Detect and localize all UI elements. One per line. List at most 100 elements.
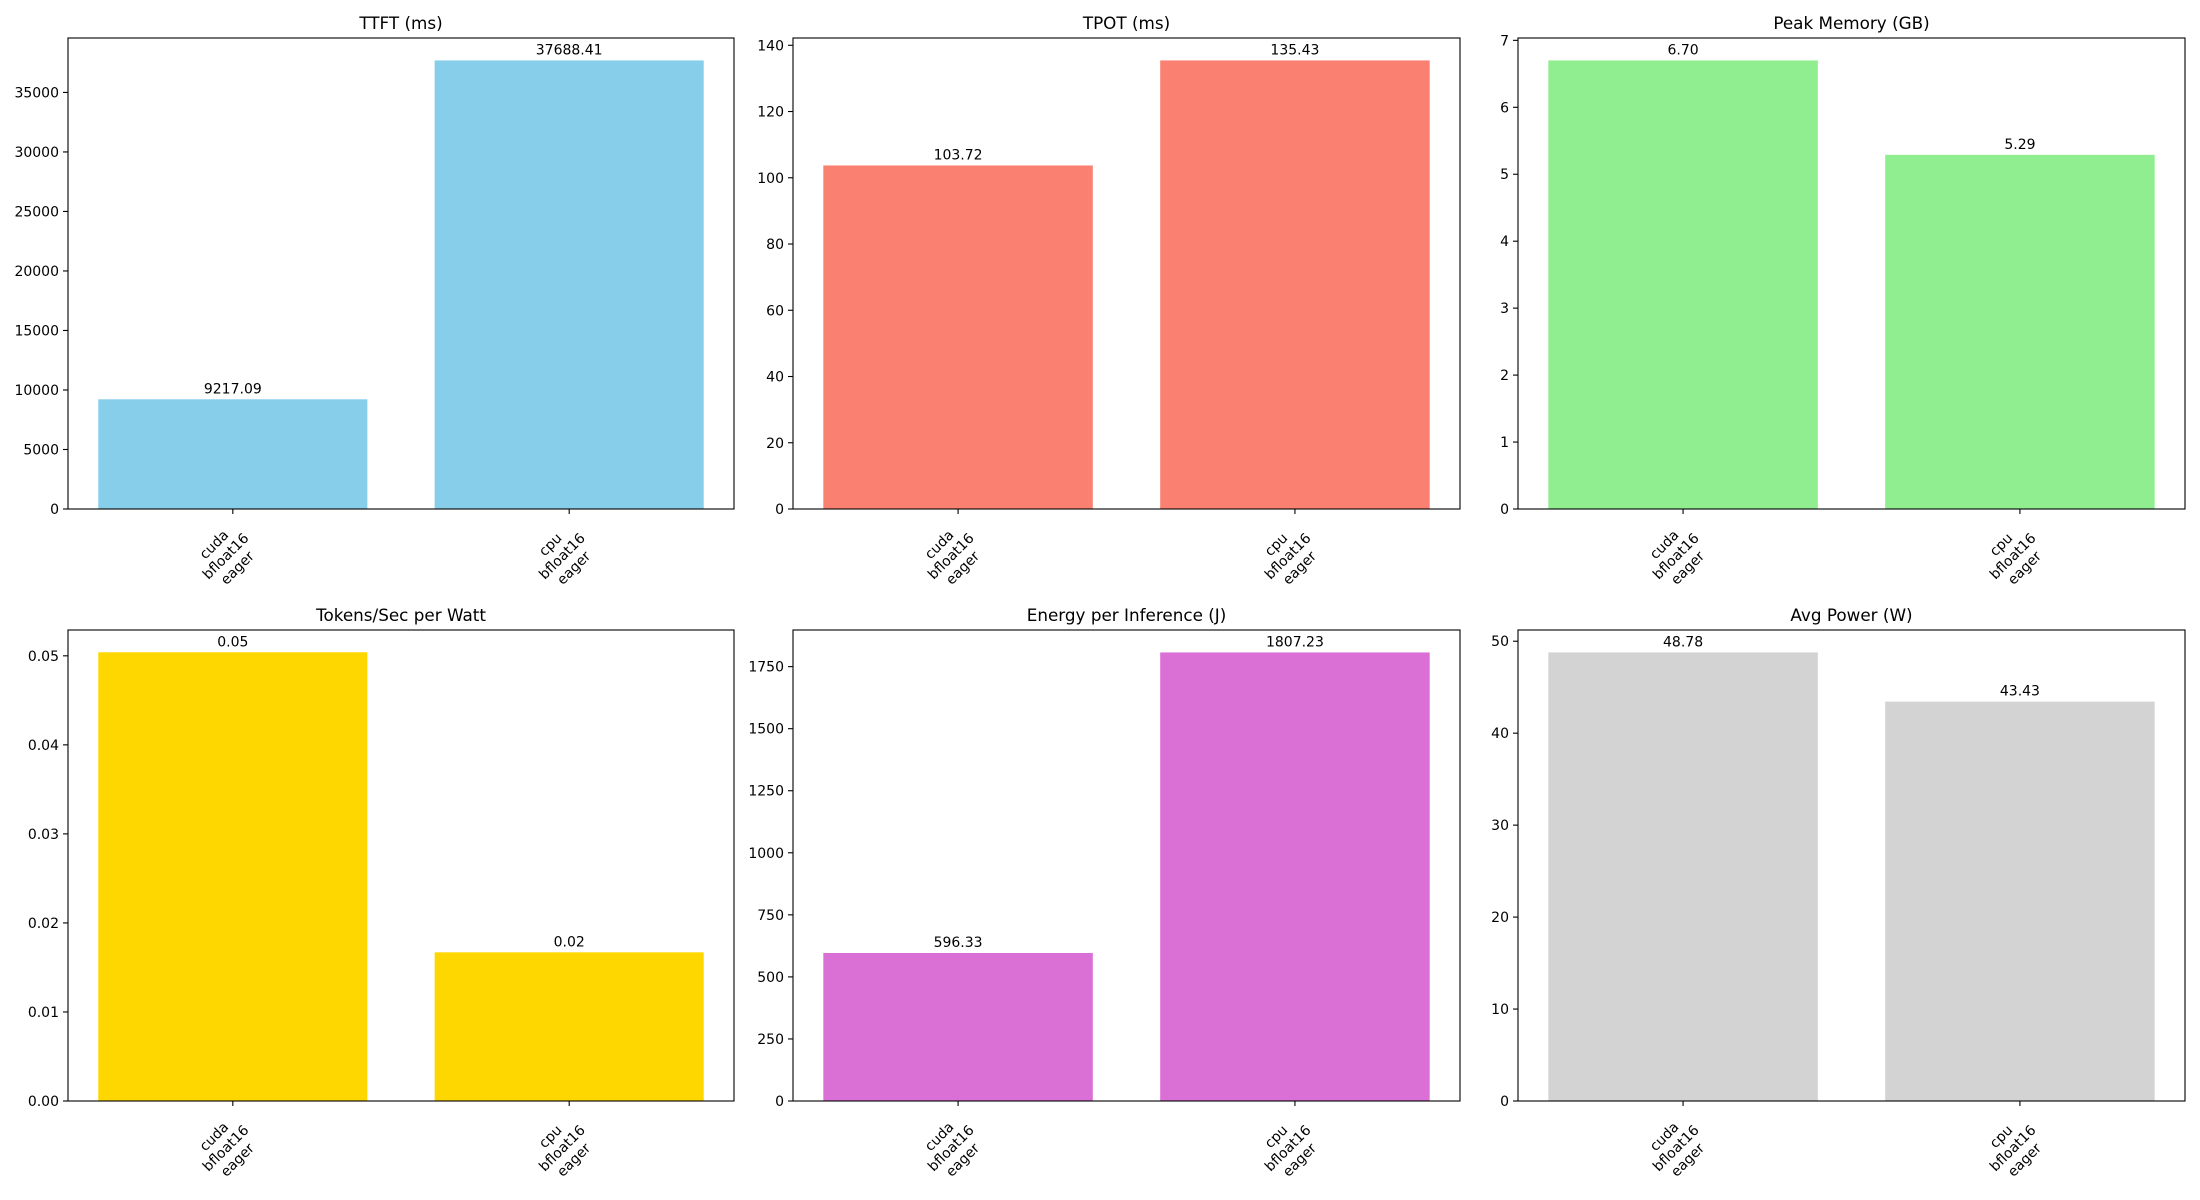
- bar-value-label: 9217.09: [204, 381, 262, 397]
- bar-value-label: 1807.23: [1266, 634, 1324, 650]
- y-tick-label: 35000: [14, 85, 59, 101]
- y-tick-label: 4: [1500, 234, 1509, 250]
- bar-value-label: 103.72: [934, 147, 983, 163]
- bar-cuda: [823, 165, 1093, 510]
- bar-cpu: [1885, 154, 2155, 510]
- y-tick-label: 0: [1500, 1094, 1509, 1110]
- y-tick-label: 0: [775, 1094, 784, 1110]
- y-tick-label: 120: [757, 105, 784, 121]
- y-tick-label: 0.04: [28, 738, 59, 754]
- bar-cpu: [434, 952, 704, 1101]
- chart-title: TPOT (ms): [1082, 13, 1170, 33]
- chart-title: Energy per Inference (J): [1027, 605, 1227, 625]
- axes-frame: [1517, 629, 2186, 1102]
- chart-title: TTFT (ms): [358, 13, 442, 33]
- bar-cpu: [1160, 60, 1430, 510]
- bar-value-label: 0.05: [217, 634, 248, 650]
- y-tick-label: 0: [50, 502, 59, 518]
- y-tick-label: 60: [766, 303, 784, 319]
- y-tick-label: 30000: [14, 145, 59, 161]
- bar-value-label: 0.02: [554, 934, 585, 950]
- y-tick-label: 30: [1491, 818, 1509, 834]
- bar-cuda: [98, 399, 368, 509]
- bar-cuda: [98, 652, 368, 1101]
- y-tick-label: 0.00: [28, 1094, 59, 1110]
- axes-frame: [792, 629, 1461, 1102]
- bar-value-label: 596.33: [934, 935, 983, 951]
- y-tick-label: 25000: [14, 204, 59, 220]
- subplot-tokens-sec-per-watt: Tokens/Sec per Watt 0.05 cudabfloat16eager…: [28, 605, 735, 1180]
- y-tick-label: 2: [1500, 368, 1509, 384]
- y-tick-label: 5: [1500, 167, 1509, 183]
- y-tick-label: 0: [775, 502, 784, 518]
- y-tick-label: 40: [766, 370, 784, 386]
- bar-value-label: 48.78: [1663, 634, 1703, 650]
- bar-value-label: 37688.41: [536, 42, 603, 58]
- y-tick-label: 100: [757, 171, 784, 187]
- y-tick-label: 40: [1491, 726, 1509, 742]
- y-tick-label: 10000: [14, 383, 59, 399]
- bar-cuda: [823, 952, 1093, 1101]
- bar-cpu: [434, 60, 704, 510]
- bar-cuda: [1548, 652, 1818, 1101]
- y-tick-label: 0: [1500, 502, 1509, 518]
- y-tick-label: 1000: [748, 846, 784, 862]
- axes-frame: [1517, 37, 2186, 510]
- bar-value-label: 6.70: [1667, 42, 1698, 58]
- axes-frame: [67, 629, 735, 1102]
- axes-frame: [67, 37, 735, 510]
- bar-cpu: [1885, 701, 2155, 1101]
- subplot-energy-per-inference-j: Energy per Inference (J) 596.33 cudabfloat…: [748, 605, 1461, 1180]
- y-tick-label: 0.01: [28, 1005, 59, 1021]
- y-tick-label: 500: [757, 970, 784, 986]
- bar-value-label: 135.43: [1270, 42, 1319, 58]
- y-tick-label: 15000: [14, 323, 59, 339]
- y-tick-label: 1500: [748, 722, 784, 738]
- bar-value-label: 43.43: [2000, 684, 2040, 700]
- y-tick-label: 20000: [14, 264, 59, 280]
- y-tick-label: 80: [766, 237, 784, 253]
- y-tick-label: 750: [757, 908, 784, 924]
- bar-cpu: [1160, 652, 1430, 1101]
- y-tick-label: 1250: [748, 784, 784, 800]
- y-tick-label: 0.03: [28, 827, 59, 843]
- y-tick-label: 250: [757, 1032, 784, 1048]
- chart-title: Avg Power (W): [1790, 605, 1912, 625]
- y-tick-label: 6: [1500, 100, 1509, 116]
- y-tick-label: 20: [1491, 910, 1509, 926]
- chart-title: Peak Memory (GB): [1773, 13, 1929, 33]
- bar-cuda: [1548, 60, 1818, 510]
- axes-frame: [792, 37, 1461, 510]
- y-tick-label: 0.05: [28, 649, 59, 665]
- y-tick-label: 140: [757, 38, 784, 54]
- y-tick-label: 50: [1491, 634, 1509, 650]
- y-tick-label: 0.02: [28, 916, 59, 932]
- y-tick-label: 7: [1500, 33, 1509, 49]
- y-tick-label: 20: [766, 436, 784, 452]
- chart-title: Tokens/Sec per Watt: [315, 605, 486, 625]
- y-tick-label: 3: [1500, 301, 1509, 317]
- y-tick-label: 1750: [748, 660, 784, 676]
- y-tick-label: 10: [1491, 1002, 1509, 1018]
- bar-value-label: 5.29: [2004, 137, 2035, 153]
- y-tick-label: 1: [1500, 435, 1509, 451]
- y-tick-label: 5000: [23, 442, 59, 458]
